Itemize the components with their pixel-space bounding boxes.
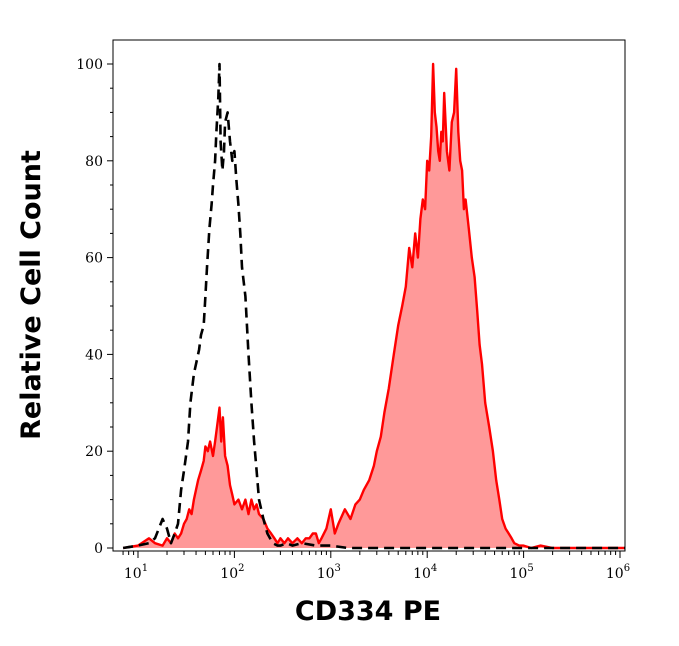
plot-frame bbox=[112, 39, 626, 552]
plot-area bbox=[122, 62, 625, 550]
x-tick-label: 101 bbox=[124, 563, 148, 582]
y-tick-label: 80 bbox=[85, 154, 103, 170]
x-tick-label: 104 bbox=[413, 563, 437, 582]
x-tick-label: 106 bbox=[606, 563, 630, 582]
y-axis-title: Relative Cell Count bbox=[16, 150, 47, 440]
y-tick-label: 40 bbox=[85, 347, 103, 363]
series-line-filled bbox=[122, 62, 625, 550]
x-axis-title: CD334 PE bbox=[295, 596, 441, 627]
series-line-dashed bbox=[122, 62, 625, 550]
y-tick-label: 100 bbox=[76, 57, 103, 73]
y-tick-label: 0 bbox=[94, 541, 103, 557]
axes-layer: 0 20 40 60 80 100 101 102 103 104 105 106 bbox=[76, 39, 630, 582]
x-tick-label: 105 bbox=[509, 563, 533, 582]
y-tick-label: 60 bbox=[85, 251, 103, 267]
x-tick-label: 102 bbox=[220, 563, 244, 582]
y-tick-label: 20 bbox=[85, 444, 103, 460]
x-tick-label: 103 bbox=[317, 563, 341, 582]
